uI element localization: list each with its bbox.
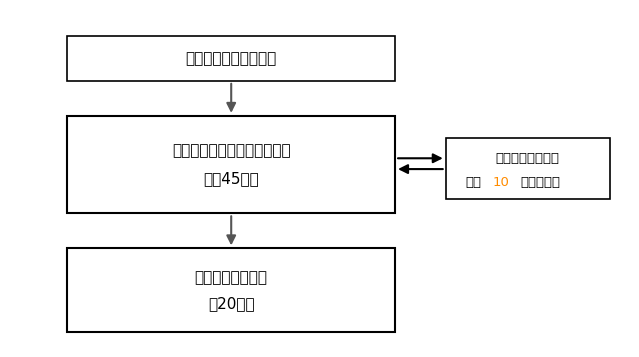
Text: 审查材料，办理并作出书面决: 审查材料，办理并作出书面决 (172, 143, 291, 158)
Bar (67, 116, 395, 213)
Text: 查（: 查（ (465, 176, 481, 188)
Text: 个工作日）: 个工作日） (521, 176, 560, 188)
Text: 10: 10 (493, 176, 510, 188)
Text: 送达工伤认定决定: 送达工伤认定决定 (195, 270, 268, 285)
Bar (67, 248, 395, 332)
Bar (67, 36, 395, 81)
Text: 收取申请材料（即时）: 收取申请材料（即时） (185, 51, 277, 66)
Bar (445, 139, 610, 200)
Text: 必要时组织实地调: 必要时组织实地调 (496, 152, 560, 165)
Text: （20日）: （20日） (208, 297, 254, 312)
Text: 定（45日）: 定（45日） (203, 171, 259, 186)
